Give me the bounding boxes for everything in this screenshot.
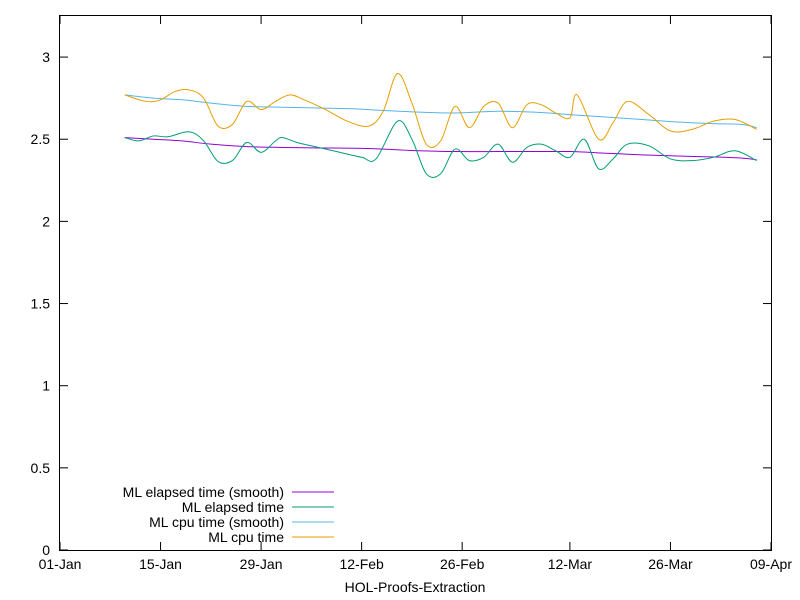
y-tick-label: 3: [42, 49, 50, 65]
legend-label: ML cpu time (smooth): [149, 514, 284, 530]
x-tick-label: 29-Jan: [240, 556, 283, 572]
x-tick-label: 12-Feb: [339, 556, 384, 572]
legend-label: ML cpu time: [208, 529, 284, 545]
y-tick-label: 2: [42, 213, 50, 229]
y-tick-label: 0: [42, 542, 50, 558]
series-line-4: [124, 73, 757, 149]
plot-border: [59, 15, 772, 551]
legend-label: ML elapsed time (smooth): [123, 484, 284, 500]
legend: ML elapsed time (smooth)ML elapsed timeM…: [123, 484, 334, 545]
series-line-1: [124, 137, 757, 161]
y-axis: 0 0.5 1 1.5 2 2.5 3: [31, 49, 771, 558]
y-tick-label: 2.5: [31, 131, 51, 147]
series-line-2: [124, 120, 757, 178]
y-tick-label: 1: [42, 378, 50, 394]
x-axis-label: HOL-Proofs-Extraction: [345, 579, 486, 595]
x-tick-label: 26-Mar: [648, 556, 693, 572]
x-tick-label: 26-Feb: [440, 556, 485, 572]
series-line-3: [124, 94, 757, 129]
x-tick-label: 01-Jan: [39, 556, 82, 572]
y-tick-label: 1.5: [31, 296, 51, 312]
series-lines: [124, 73, 757, 178]
x-tick-label: 09-Apr: [750, 556, 792, 572]
x-axis: 01-Jan 15-Jan 29-Jan 12-Feb 26-Feb 12-Mar 26-M…: [39, 16, 792, 572]
y-tick-label: 0.5: [31, 460, 51, 476]
legend-label: ML elapsed time: [182, 499, 284, 515]
x-tick-label: 12-Mar: [548, 556, 593, 572]
x-tick-label: 15-Jan: [139, 556, 182, 572]
